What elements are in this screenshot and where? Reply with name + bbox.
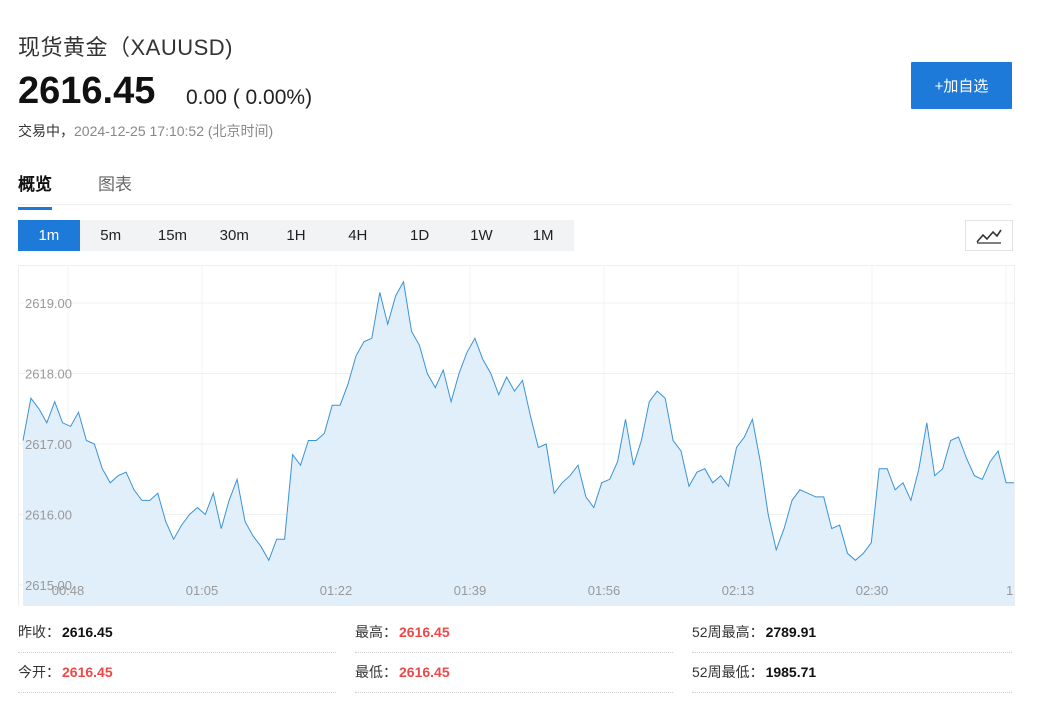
interval-1mo[interactable]: 1M: [532, 227, 554, 244]
status-text: 交易中，: [18, 123, 74, 139]
interval-selector: 1m 5m 15m 30m 1H 4H 1D 1W 1M: [18, 220, 574, 251]
tab-bar: 概览 图表: [18, 158, 1012, 210]
interval-1h[interactable]: 1H: [286, 227, 306, 244]
x-tick-label: 01:56: [588, 583, 621, 598]
tab-overview[interactable]: 概览: [18, 170, 52, 210]
line-chart-icon: [976, 229, 1002, 244]
y-tick-label: 2619.00: [25, 296, 72, 311]
tab-charts[interactable]: 图表: [98, 175, 132, 194]
interval-30m[interactable]: 30m: [219, 227, 249, 244]
last-price: 2616.45: [18, 70, 156, 112]
x-tick-label: 01:22: [320, 583, 353, 598]
price-change: 0.00 ( 0.00%): [186, 86, 313, 109]
interval-1m[interactable]: 1m: [18, 220, 80, 251]
x-tick-label: 01:05: [186, 583, 219, 598]
x-tick-label: 02:13: [722, 583, 755, 598]
y-tick-label: 2617.00: [25, 437, 72, 452]
y-tick-label: 2616.00: [25, 508, 72, 523]
stat-low: 最低： 2616.45: [355, 652, 673, 693]
stat-value: 1985.71: [765, 664, 817, 680]
interval-5m[interactable]: 5m: [100, 227, 122, 244]
stat-52w-high: 52周最高： 2789.91: [692, 612, 1012, 653]
x-tick-label: 01:39: [454, 583, 487, 598]
stat-label: 昨收：: [18, 624, 60, 640]
x-tick-label: 00:48: [52, 583, 85, 598]
add-watchlist-button[interactable]: +加自选: [911, 62, 1012, 109]
stat-label: 最低：: [355, 664, 397, 680]
stat-52w-low: 52周最低： 1985.71: [692, 652, 1012, 693]
stat-value: 2616.45: [62, 664, 113, 680]
y-tick-label: 2615.00: [25, 578, 72, 593]
stat-value: 2616.45: [399, 624, 450, 640]
stat-prev-close: 昨收： 2616.45: [18, 612, 336, 653]
x-tick-label: 17:1: [1006, 583, 1014, 598]
price-area-fill: [23, 281, 1014, 606]
stat-value: 2789.91: [765, 624, 817, 640]
interval-1d[interactable]: 1D: [409, 227, 430, 244]
interval-4h[interactable]: 4H: [348, 227, 368, 244]
stats-row-1: 昨收： 2616.45 最高： 2616.45 52周最高： 2789.91: [18, 612, 1012, 653]
stat-label: 52周最高：: [692, 624, 764, 640]
price-line: [22, 280, 1014, 562]
stat-high: 最高： 2616.45: [355, 612, 673, 653]
stat-value: 2616.45: [62, 624, 113, 640]
interval-15m[interactable]: 15m: [157, 227, 188, 244]
chart-canvas: 2615.00 2616.00 2617.00 2618.00 2619.00 00:48…: [19, 266, 1014, 606]
instrument-title: 现货黄金（XAUUSD): [18, 35, 234, 60]
chart-type-button[interactable]: [965, 220, 1013, 251]
stat-label: 今开：: [18, 664, 60, 680]
stat-open: 今开： 2616.45: [18, 652, 336, 693]
stat-label: 52周最低：: [692, 664, 764, 680]
interval-1w[interactable]: 1W: [470, 227, 493, 244]
stat-label: 最高：: [355, 624, 397, 640]
quote-timestamp: 2024-12-25 17:10:52 (北京时间): [74, 123, 274, 139]
y-tick-label: 2618.00: [25, 367, 72, 382]
x-tick-label: 02:30: [856, 583, 889, 598]
stat-value: 2616.45: [399, 664, 450, 680]
trading-status: 交易中，2024-12-25 17:10:52 (北京时间): [18, 121, 273, 141]
price-chart[interactable]: 2615.00 2616.00 2617.00 2618.00 2619.00 00:48…: [18, 265, 1015, 606]
stats-row-2: 今开： 2616.45 最低： 2616.45 52周最低： 1985.71: [18, 652, 1012, 693]
stats-panel: 昨收： 2616.45 最高： 2616.45 52周最高： 2789.91 今开： 2…: [18, 612, 1012, 693]
